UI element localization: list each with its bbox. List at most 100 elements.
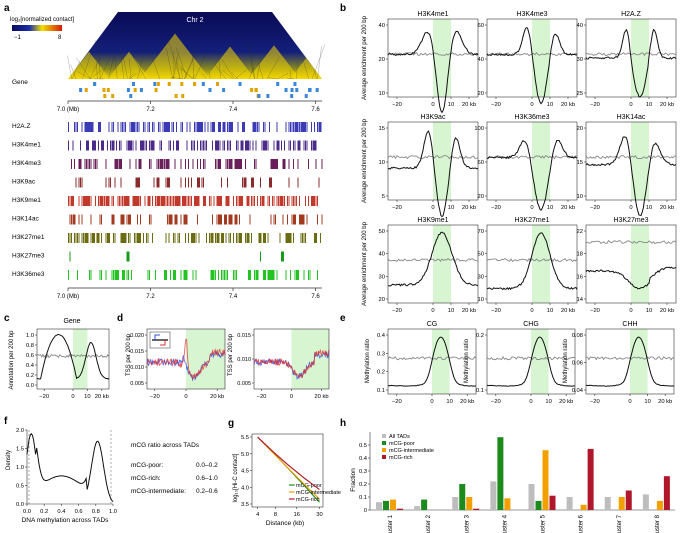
tick-label: 4 — [256, 512, 260, 518]
tick-label: 30 — [379, 274, 385, 280]
peak — [129, 233, 131, 243]
peak — [252, 140, 254, 151]
peak — [267, 196, 269, 206]
gene — [257, 94, 261, 98]
profile-plot: H3K27me3 22 18 16 14 −20 0 10 20 kb — [577, 217, 677, 314]
peak — [99, 214, 101, 225]
tick-label: 20 kb — [462, 102, 476, 108]
peak — [98, 233, 99, 243]
y-axis-label: Methylation ratio — [563, 338, 569, 383]
peak — [273, 214, 275, 225]
category-label: Cluster 7 — [617, 514, 623, 533]
peak — [189, 196, 191, 206]
peak — [197, 159, 198, 169]
tick-label: 10 — [577, 194, 583, 200]
peak — [78, 196, 80, 206]
peak — [113, 196, 114, 206]
peak — [126, 140, 128, 151]
profile-plot: CG 0.4 0.3 0.2 0.1 −20 0 10 20 kb — [377, 321, 477, 405]
peak — [180, 214, 182, 225]
tick-label: 50 — [478, 252, 484, 258]
tick-label: 20 kb — [561, 308, 575, 314]
tick-label: 0.020 — [130, 333, 144, 339]
peak — [293, 196, 294, 206]
peak — [255, 122, 257, 132]
peak — [281, 196, 282, 206]
peak — [114, 233, 116, 243]
peak — [234, 270, 236, 280]
peak — [81, 196, 83, 206]
peak — [101, 196, 102, 206]
bar — [663, 476, 670, 510]
gene-body-shade — [433, 122, 451, 200]
peak — [165, 233, 167, 243]
peak — [180, 159, 182, 169]
peak — [260, 251, 261, 262]
tick-label: 0.3 — [359, 469, 367, 475]
peak — [81, 214, 83, 225]
peak — [192, 233, 194, 243]
track-h2az: H2A.Z — [12, 122, 322, 132]
tick-label: 20 kb — [314, 394, 328, 400]
tick-label: 0.04 — [572, 388, 584, 394]
peak — [156, 159, 158, 169]
y-axis-label: Methylation ratio — [464, 338, 470, 383]
category-label: Cluster 2 — [426, 514, 432, 533]
tick-label: 0.4 — [377, 333, 386, 339]
peak — [209, 196, 210, 206]
peak — [258, 233, 262, 243]
peak — [320, 233, 321, 243]
peak — [198, 233, 200, 243]
peak — [288, 159, 290, 169]
legend-label: All TADs — [389, 434, 410, 440]
tick-label: 20 kb — [561, 205, 575, 211]
peak — [111, 140, 115, 151]
series-control — [585, 154, 677, 160]
tick-label: 0.015 — [130, 349, 144, 355]
peak — [90, 159, 92, 169]
downstream-shade — [186, 329, 225, 389]
profile-plot: CHG 0.2 0.1 −20 0 10 20 kb — [476, 321, 576, 405]
peak — [201, 140, 203, 151]
tick-label: 16 — [577, 274, 583, 280]
series-signal — [387, 130, 479, 218]
tick-label: 0.0 — [26, 383, 34, 389]
peak — [269, 196, 270, 206]
series-minus-strand — [146, 338, 226, 380]
peak — [248, 233, 249, 243]
peak — [318, 177, 320, 188]
peak — [308, 270, 309, 280]
tick-label: 10 — [646, 308, 652, 314]
peak — [237, 122, 239, 132]
peak — [90, 196, 92, 206]
peak — [105, 270, 107, 280]
peak — [315, 159, 317, 169]
bar — [625, 490, 632, 510]
tick-label: 7.0 (Mb) — [57, 294, 79, 300]
series-control — [585, 356, 675, 361]
panel-letter-c: c — [4, 313, 10, 324]
tick-label: 10 — [547, 102, 553, 108]
y-axis-label: Density — [6, 450, 12, 470]
tick-label: 20 kb — [460, 399, 474, 405]
tick-label: 0.1 — [476, 388, 484, 394]
peak — [135, 233, 137, 243]
peak — [212, 233, 213, 243]
peak — [285, 270, 287, 280]
gene — [222, 88, 226, 92]
y-axis-label: TSS per 200 bp — [126, 333, 132, 376]
peak — [156, 196, 160, 206]
gene — [293, 82, 297, 86]
peak — [249, 214, 251, 225]
gene — [250, 88, 254, 92]
peak — [212, 140, 213, 151]
tick-label: 0.010 — [130, 365, 144, 371]
peak — [290, 270, 291, 280]
legend-min: −1 — [14, 35, 22, 41]
peak — [122, 270, 125, 280]
series-signal — [486, 139, 578, 211]
peak — [126, 196, 130, 206]
gene-body-shade — [532, 19, 550, 97]
tick-label: 0.1 — [377, 388, 385, 394]
